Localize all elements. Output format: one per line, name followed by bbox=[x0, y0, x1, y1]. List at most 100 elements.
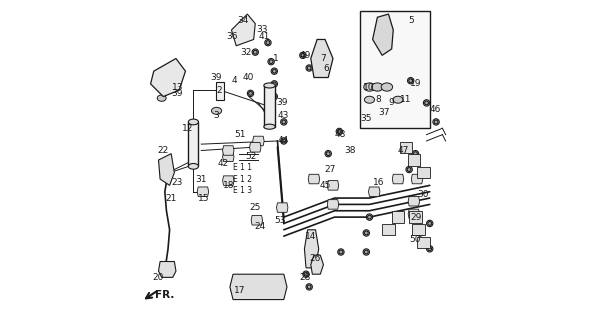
Polygon shape bbox=[382, 224, 395, 236]
Text: 40: 40 bbox=[243, 73, 254, 82]
Text: 6: 6 bbox=[324, 63, 330, 73]
Text: 11: 11 bbox=[400, 95, 412, 104]
Polygon shape bbox=[222, 146, 234, 155]
Circle shape bbox=[423, 100, 430, 106]
Polygon shape bbox=[151, 59, 186, 97]
Polygon shape bbox=[304, 230, 318, 268]
Circle shape bbox=[325, 150, 331, 157]
Text: 31: 31 bbox=[195, 174, 206, 184]
Text: 22: 22 bbox=[157, 146, 168, 155]
Circle shape bbox=[428, 247, 432, 251]
Ellipse shape bbox=[372, 83, 383, 91]
Circle shape bbox=[272, 69, 276, 73]
Circle shape bbox=[407, 168, 411, 172]
Circle shape bbox=[307, 285, 311, 289]
Text: 51: 51 bbox=[234, 130, 246, 139]
Circle shape bbox=[266, 41, 270, 44]
Circle shape bbox=[363, 249, 369, 255]
Polygon shape bbox=[372, 14, 393, 55]
Bar bbox=[216, 82, 225, 100]
Text: 41: 41 bbox=[259, 32, 270, 41]
Circle shape bbox=[307, 66, 311, 70]
Circle shape bbox=[280, 138, 287, 144]
Text: 14: 14 bbox=[305, 232, 317, 241]
Text: 34: 34 bbox=[238, 16, 249, 25]
Circle shape bbox=[425, 101, 429, 105]
Text: 36: 36 bbox=[227, 32, 238, 41]
Text: 38: 38 bbox=[344, 146, 356, 155]
Text: 17: 17 bbox=[234, 285, 246, 295]
Text: E 1 2: E 1 2 bbox=[233, 174, 252, 184]
Text: 7: 7 bbox=[321, 54, 326, 63]
Circle shape bbox=[301, 53, 305, 57]
Polygon shape bbox=[222, 152, 234, 162]
Circle shape bbox=[248, 92, 253, 95]
Ellipse shape bbox=[381, 83, 393, 91]
Text: 29: 29 bbox=[411, 212, 422, 222]
Polygon shape bbox=[311, 39, 333, 77]
Text: 42: 42 bbox=[218, 159, 229, 168]
Circle shape bbox=[252, 49, 259, 55]
Polygon shape bbox=[230, 274, 287, 300]
Ellipse shape bbox=[264, 124, 275, 129]
Circle shape bbox=[418, 231, 422, 235]
Ellipse shape bbox=[212, 107, 222, 114]
Text: 15: 15 bbox=[198, 194, 209, 203]
Text: 28: 28 bbox=[299, 273, 311, 282]
Circle shape bbox=[433, 119, 439, 125]
Ellipse shape bbox=[189, 164, 199, 169]
Polygon shape bbox=[391, 212, 404, 223]
Text: 9: 9 bbox=[389, 99, 394, 108]
Text: 4: 4 bbox=[232, 76, 237, 85]
Circle shape bbox=[417, 230, 423, 236]
Polygon shape bbox=[409, 212, 422, 223]
Polygon shape bbox=[368, 187, 380, 196]
Polygon shape bbox=[408, 196, 420, 206]
Circle shape bbox=[304, 272, 308, 276]
Circle shape bbox=[268, 59, 275, 65]
Text: 16: 16 bbox=[372, 178, 384, 187]
Polygon shape bbox=[417, 167, 430, 178]
Polygon shape bbox=[158, 261, 176, 277]
Text: 48: 48 bbox=[334, 130, 346, 139]
Polygon shape bbox=[251, 215, 263, 225]
Text: 21: 21 bbox=[165, 194, 177, 203]
Text: 20: 20 bbox=[153, 273, 164, 282]
Text: 47: 47 bbox=[398, 146, 409, 155]
Text: 30: 30 bbox=[417, 190, 429, 199]
Circle shape bbox=[406, 166, 412, 173]
Polygon shape bbox=[253, 136, 264, 146]
Text: 39: 39 bbox=[210, 73, 221, 82]
Bar bbox=[189, 122, 199, 166]
Text: 25: 25 bbox=[249, 203, 260, 212]
Circle shape bbox=[412, 150, 419, 157]
Text: 53: 53 bbox=[274, 216, 286, 225]
Polygon shape bbox=[222, 176, 234, 185]
Text: 45: 45 bbox=[320, 181, 331, 190]
Circle shape bbox=[363, 230, 369, 236]
Circle shape bbox=[306, 284, 313, 290]
Text: 18: 18 bbox=[222, 181, 234, 190]
Circle shape bbox=[299, 52, 306, 59]
Circle shape bbox=[428, 221, 432, 225]
Circle shape bbox=[269, 60, 273, 64]
Text: 3: 3 bbox=[213, 111, 219, 120]
Text: E 1 3: E 1 3 bbox=[233, 186, 252, 195]
Circle shape bbox=[364, 231, 368, 235]
Text: 37: 37 bbox=[378, 108, 390, 117]
Polygon shape bbox=[231, 14, 255, 46]
Text: 32: 32 bbox=[241, 48, 252, 57]
Circle shape bbox=[280, 119, 287, 125]
Polygon shape bbox=[276, 203, 288, 212]
Polygon shape bbox=[412, 224, 425, 236]
Bar bbox=[360, 11, 430, 128]
Polygon shape bbox=[197, 187, 209, 196]
Text: FR.: FR. bbox=[155, 290, 175, 300]
Text: 24: 24 bbox=[254, 222, 266, 231]
Circle shape bbox=[426, 246, 433, 252]
Circle shape bbox=[326, 152, 330, 156]
Circle shape bbox=[426, 220, 433, 227]
Polygon shape bbox=[412, 174, 423, 184]
Circle shape bbox=[306, 65, 313, 71]
Text: 13: 13 bbox=[172, 83, 183, 92]
